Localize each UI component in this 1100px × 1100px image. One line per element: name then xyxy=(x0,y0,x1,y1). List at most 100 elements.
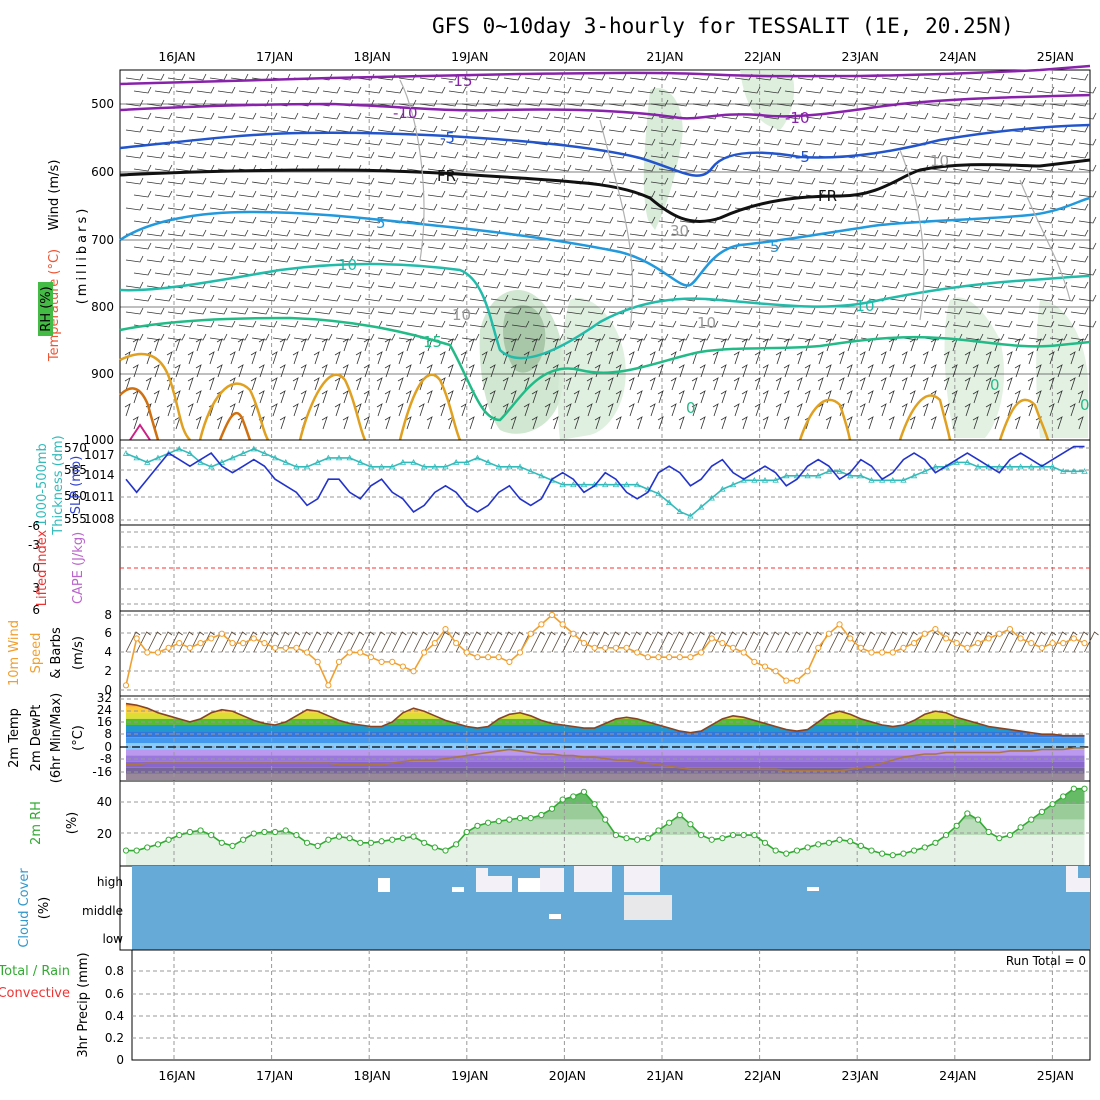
wind-barb xyxy=(1035,364,1042,378)
wind-barb xyxy=(818,281,837,289)
wind-barb xyxy=(994,164,1013,172)
wind-barb xyxy=(965,203,984,211)
rh2m-point xyxy=(197,827,204,834)
wind-barb xyxy=(167,333,186,341)
wind-barb xyxy=(1057,112,1076,120)
wind-barb xyxy=(931,112,950,120)
wind-barb xyxy=(440,177,459,185)
wind10m-barb xyxy=(200,631,215,653)
wind-barb xyxy=(272,333,291,341)
wind-barb xyxy=(839,177,858,185)
wind-barb xyxy=(608,99,627,107)
thickness-point xyxy=(538,472,545,479)
wind-barb xyxy=(1057,268,1076,276)
wind-barb xyxy=(1014,390,1021,404)
wind-barb xyxy=(847,268,866,276)
wind-barb xyxy=(293,229,312,237)
wind-barb xyxy=(490,190,509,198)
wind-barb xyxy=(573,338,580,352)
wind-barb xyxy=(1007,73,1026,81)
wind-barb xyxy=(629,125,648,133)
wind10m-point xyxy=(122,682,130,689)
wind-barb xyxy=(930,364,937,378)
wind-barb xyxy=(490,294,509,302)
wind-barb xyxy=(188,203,207,211)
wind-barb xyxy=(385,112,404,120)
dewpoint-series xyxy=(126,747,1085,772)
wind10m-barb xyxy=(615,631,631,653)
wind-barb xyxy=(1036,216,1055,224)
thickness-tick: 560 xyxy=(64,489,87,503)
wind10m-point xyxy=(154,649,162,656)
wind-barb xyxy=(300,338,307,352)
rh-color-key xyxy=(38,282,53,336)
thickness-point xyxy=(612,481,620,488)
wind-barb xyxy=(678,416,685,430)
wind-barb xyxy=(763,86,782,94)
wind-barb xyxy=(469,190,488,198)
wind-barb xyxy=(763,164,782,172)
wind-barb xyxy=(335,229,354,237)
rh2m-point xyxy=(240,836,247,843)
wind-barb xyxy=(553,190,572,198)
cloud-gaps xyxy=(378,866,1090,920)
wind10m-barb xyxy=(977,631,993,653)
thickness-point xyxy=(847,472,854,479)
slp-ylabel-b: Thickness (dm) xyxy=(51,435,66,535)
wind-barb xyxy=(292,403,299,417)
upper-ylabel-rh: RH (%) xyxy=(39,286,54,331)
wind-barb xyxy=(271,403,278,417)
wind-barb xyxy=(902,203,921,211)
wind10m-point xyxy=(857,644,864,651)
wind-barb xyxy=(650,281,669,289)
wind-barb xyxy=(259,138,278,146)
wind-barb xyxy=(910,268,929,276)
wind-ylabel-b: Speed xyxy=(29,633,44,674)
thickness-point xyxy=(484,459,492,465)
wind-barb xyxy=(713,99,732,107)
wind-barb xyxy=(755,307,774,315)
wind-barb xyxy=(1077,416,1084,430)
wind10m-point xyxy=(1006,625,1014,633)
wind-barb xyxy=(511,164,530,172)
wind-barb xyxy=(237,338,244,352)
wind-barb xyxy=(826,294,845,302)
wind10m-barbs xyxy=(125,631,1099,653)
wind10m-barb xyxy=(636,631,652,653)
wind-barb xyxy=(363,338,370,352)
wind10m-barb xyxy=(1009,631,1025,653)
wind-barb xyxy=(196,190,215,198)
wind-barb xyxy=(784,164,803,172)
wind10m-point xyxy=(1049,640,1056,647)
thickness-point xyxy=(261,450,268,456)
contour-label: -10 xyxy=(393,104,418,122)
wind-barb xyxy=(146,255,165,263)
wind-barb xyxy=(511,242,530,250)
wind-barb xyxy=(678,364,685,378)
wind-barb xyxy=(993,364,1000,378)
wind-barb xyxy=(230,255,249,263)
wind-barb xyxy=(397,377,404,391)
pressure-tick: 900 xyxy=(91,367,114,381)
wind-barb xyxy=(342,390,349,404)
wind10m-point xyxy=(389,658,396,665)
wind-barb xyxy=(544,377,551,391)
rh2m-point xyxy=(687,821,694,828)
thickness-point xyxy=(421,463,428,470)
wind-barb xyxy=(616,112,635,120)
wind-barb xyxy=(965,229,984,237)
wind-barb xyxy=(174,364,181,378)
wind-barb xyxy=(321,364,328,378)
wind-barb xyxy=(279,338,286,352)
wind-barb xyxy=(167,151,186,159)
wind-barb xyxy=(217,190,236,198)
wind-barb xyxy=(146,73,165,81)
wind-barb xyxy=(293,333,312,341)
wind-barb xyxy=(573,364,580,378)
wind-barb xyxy=(209,203,228,211)
rh2m-point xyxy=(367,839,375,846)
wind-barb xyxy=(321,416,328,430)
precip-tick: 0.4 xyxy=(105,1009,124,1023)
wind-barb xyxy=(322,242,341,250)
